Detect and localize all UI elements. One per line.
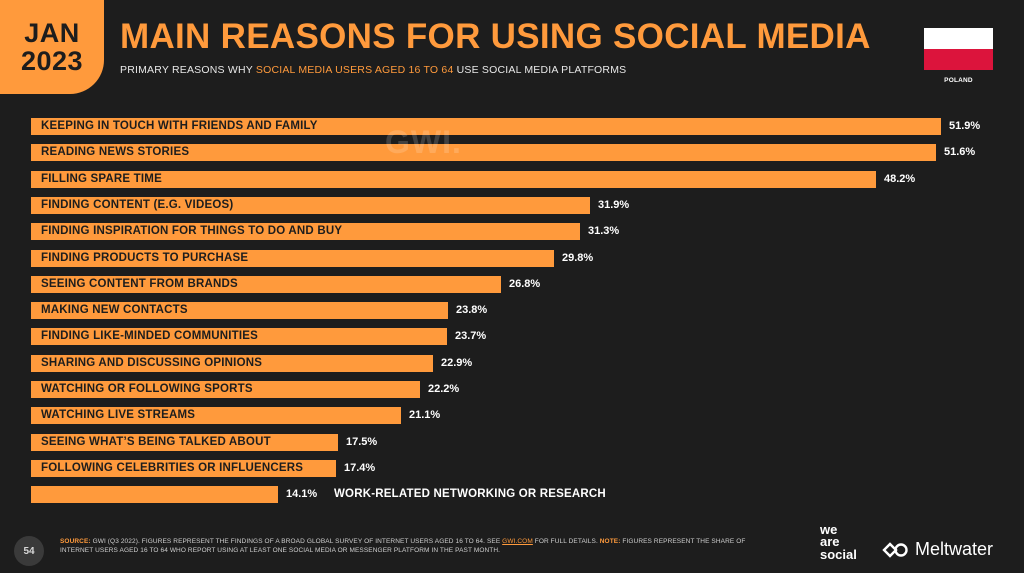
bar-category-label: WATCHING LIVE STREAMS	[41, 409, 196, 421]
source-link[interactable]: GWI.COM	[502, 538, 533, 545]
subtitle-highlight: SOCIAL MEDIA USERS AGED 16 TO 64	[255, 64, 454, 76]
bar	[31, 171, 876, 188]
bar	[31, 197, 590, 214]
flag-white-stripe	[924, 28, 993, 49]
page-number: 54	[14, 536, 44, 566]
bar-value-label: 31.3%	[588, 225, 620, 237]
badge-month: JAN	[24, 17, 80, 48]
bar	[31, 250, 554, 267]
bar-category-label: FOLLOWING CELEBRITIES OR INFLUENCERS	[41, 462, 304, 474]
logo-word-are: are	[820, 534, 840, 550]
gwi-watermark: GWI.	[385, 124, 462, 160]
bar-category-label: FINDING LIKE-MINDED COMMUNITIES	[41, 330, 259, 342]
page-title: MAIN REASONS FOR USING SOCIAL MEDIA	[120, 17, 871, 56]
we-are-social-logo: we are social	[820, 522, 868, 562]
bar-category-label: FILLING SPARE TIME	[41, 173, 162, 185]
poland-flag-icon	[924, 28, 993, 70]
date-badge: JAN 2023	[0, 0, 104, 94]
bar	[31, 381, 420, 398]
bar	[31, 276, 501, 293]
meltwater-icon	[882, 541, 908, 558]
bar-value-label: 51.6%	[944, 146, 976, 158]
bar	[31, 407, 401, 424]
bar-value-label: 14.1%	[286, 488, 318, 500]
bar	[31, 302, 448, 319]
bar	[31, 434, 338, 451]
bar-category-label: SEEING WHAT’S BEING TALKED ABOUT	[41, 436, 271, 448]
meltwater-logo: Meltwater	[882, 539, 993, 560]
logo-word-we: we	[820, 522, 838, 537]
bar-category-label: FINDING PRODUCTS TO PURCHASE	[41, 252, 249, 264]
bar	[31, 486, 278, 503]
badge-year: 2023	[20, 46, 84, 76]
subtitle-prefix: PRIMARY REASONS WHY	[120, 64, 256, 76]
bar-value-label: 23.7%	[455, 330, 487, 342]
bar-category-label: FINDING INSPIRATION FOR THINGS TO DO AND…	[41, 225, 343, 237]
subtitle-suffix: USE SOCIAL MEDIA PLATFORMS	[453, 64, 627, 76]
bar-value-label: 22.9%	[441, 357, 473, 369]
bar-category-label: SHARING AND DISCUSSING OPINIONS	[41, 357, 263, 369]
bar-category-label: WATCHING OR FOLLOWING SPORTS	[41, 383, 253, 395]
source-tag: SOURCE:	[60, 538, 91, 545]
bar-value-label: 22.2%	[428, 383, 460, 395]
bar	[31, 460, 336, 477]
bar	[31, 223, 580, 240]
bar-value-label: 31.9%	[598, 199, 630, 211]
bar	[31, 144, 936, 161]
bar-value-label: 17.4%	[344, 462, 376, 474]
bar-value-label: 29.8%	[562, 252, 594, 264]
bar-category-label: FINDING CONTENT (E.G. VIDEOS)	[41, 199, 234, 211]
note-tag: NOTE:	[599, 538, 621, 545]
logo-word-social: social	[820, 546, 857, 562]
bar	[31, 118, 941, 135]
bar-category-label: MAKING NEW CONTACTS	[41, 304, 188, 316]
bar-category-label: WORK-RELATED NETWORKING OR RESEARCH	[334, 488, 606, 500]
bar	[31, 328, 447, 345]
bar	[31, 355, 433, 372]
bar-category-label: KEEPING IN TOUCH WITH FRIENDS AND FAMILY	[41, 120, 318, 132]
footer-source-note: SOURCE: GWI (Q3 2022). FIGURES REPRESENT…	[60, 538, 780, 556]
bar-value-label: 17.5%	[346, 436, 378, 448]
page-subtitle: PRIMARY REASONS WHY SOCIAL MEDIA USERS A…	[120, 64, 626, 76]
note-text: FIGURES REPRESENT THE SHARE OF INTERNET …	[60, 538, 746, 554]
bar-value-label: 26.8%	[509, 278, 541, 290]
bar-value-label: 21.1%	[409, 409, 441, 421]
bar-category-label: READING NEWS STORIES	[41, 146, 190, 158]
meltwater-wordmark: Meltwater	[915, 539, 994, 559]
bar-value-label: 51.9%	[949, 120, 981, 132]
country-label: POLAND	[944, 77, 973, 84]
bar-category-label: SEEING CONTENT FROM BRANDS	[41, 278, 238, 290]
source-text-2: FOR FULL DETAILS.	[532, 538, 600, 545]
flag-red-stripe	[924, 49, 993, 70]
bar-value-label: 23.8%	[456, 304, 488, 316]
source-text: GWI (Q3 2022). FIGURES REPRESENT THE FIN…	[90, 538, 503, 545]
bar-value-label: 48.2%	[884, 173, 916, 185]
